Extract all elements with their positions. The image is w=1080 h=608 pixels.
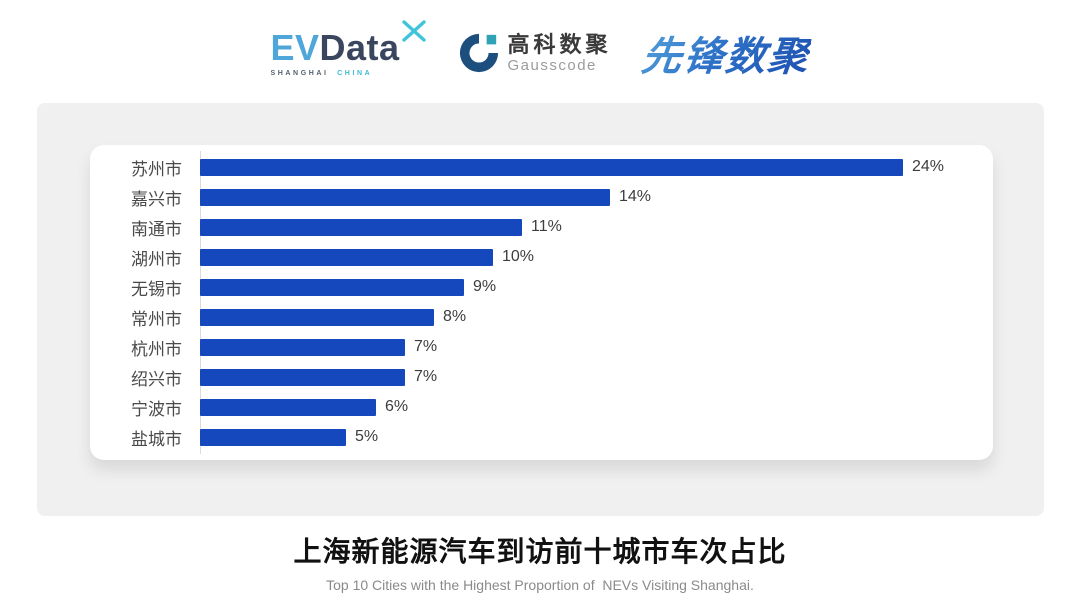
category-label: 南通市 — [131, 219, 182, 239]
bar — [200, 368, 405, 386]
gausscode-text-block: 高科数聚 Gausscode — [507, 31, 612, 74]
bar — [200, 278, 464, 296]
bar — [200, 188, 610, 206]
evdata-ev-text: EV — [270, 26, 320, 68]
chart-row: 绍兴市 7% — [90, 362, 993, 392]
value-label: 5% — [355, 428, 379, 445]
chart-row: 盐城市 5% — [90, 422, 993, 452]
chart-row: 常州市 8% — [90, 302, 993, 332]
chart-title: 上海新能源汽车到访前十城市车次占比 — [293, 536, 787, 567]
bar — [200, 338, 405, 356]
value-label: 24% — [912, 158, 945, 175]
category-label: 杭州市 — [131, 339, 182, 359]
category-label: 苏州市 — [131, 159, 182, 179]
caption-block: 上海新能源汽车到访前十城市车次占比 Top 10 Cities with the… — [0, 530, 1080, 593]
category-label: 宁波市 — [131, 399, 182, 419]
chart-row: 苏州市 24% — [90, 152, 993, 182]
chart-row: 南通市 11% — [90, 212, 993, 242]
gausscode-cn-text: 高科数聚 — [507, 31, 612, 57]
evdata-tagline: SHANGHAI CHINA — [270, 70, 399, 77]
category-label: 湖州市 — [131, 249, 182, 269]
value-label: 11% — [531, 218, 562, 235]
gausscode-logo: 高科数聚 Gausscode — [458, 32, 612, 74]
bar — [200, 248, 493, 266]
logo-header: EVData SHANGHAI CHINA 高科数聚 Gausscode 先锋数… — [0, 19, 1080, 82]
bar — [200, 218, 522, 236]
gausscode-g-icon — [459, 33, 498, 73]
chart-row: 嘉兴市 14% — [90, 182, 993, 212]
value-label: 8% — [443, 308, 467, 325]
xianfeng-shuju-logo: 先锋数聚 — [638, 24, 812, 82]
category-label: 嘉兴市 — [131, 189, 182, 209]
category-label: 盐城市 — [131, 429, 182, 449]
bar-chart: 苏州市 24% 嘉兴市 14% 南通市 11% 湖州市 10% 无锡市 9% 常州市 8% 杭州市 7% 绍… — [90, 152, 993, 452]
chart-row: 湖州市 10% — [90, 242, 993, 272]
evdata-wordmark: EVData — [270, 19, 426, 68]
bar — [200, 398, 376, 416]
gausscode-en-text: Gausscode — [507, 56, 597, 74]
evdata-data-text: Data — [319, 26, 400, 68]
value-label: 7% — [414, 338, 438, 355]
category-label: 常州市 — [131, 309, 182, 329]
evdata-shanghai-text: SHANGHAI — [270, 69, 329, 77]
chart-subtitle: Top 10 Cities with the Highest Proportio… — [326, 577, 754, 593]
bar — [200, 158, 903, 176]
evdata-logo: EVData SHANGHAI CHINA — [270, 19, 427, 77]
chart-panel: 苏州市 24% 嘉兴市 14% 南通市 11% 湖州市 10% 无锡市 9% 常州市 8% 杭州市 7% 绍… — [37, 103, 1044, 516]
chart-row: 杭州市 7% — [90, 332, 993, 362]
value-label: 6% — [385, 398, 409, 415]
chart-row: 宁波市 6% — [90, 392, 993, 422]
value-label: 14% — [619, 188, 652, 205]
value-label: 10% — [502, 248, 535, 265]
chart-card: 苏州市 24% 嘉兴市 14% 南通市 11% 湖州市 10% 无锡市 9% 常州市 8% 杭州市 7% 绍… — [90, 145, 993, 460]
bar — [200, 308, 434, 326]
category-label: 绍兴市 — [131, 369, 182, 389]
evdata-x-mark-icon — [401, 19, 426, 42]
value-label: 9% — [473, 278, 497, 295]
value-label: 7% — [414, 368, 438, 385]
y-axis-line — [200, 151, 201, 454]
evdata-china-text: CHINA — [337, 69, 373, 77]
category-label: 无锡市 — [131, 279, 182, 299]
bar — [200, 428, 346, 446]
chart-row: 无锡市 9% — [90, 272, 993, 302]
